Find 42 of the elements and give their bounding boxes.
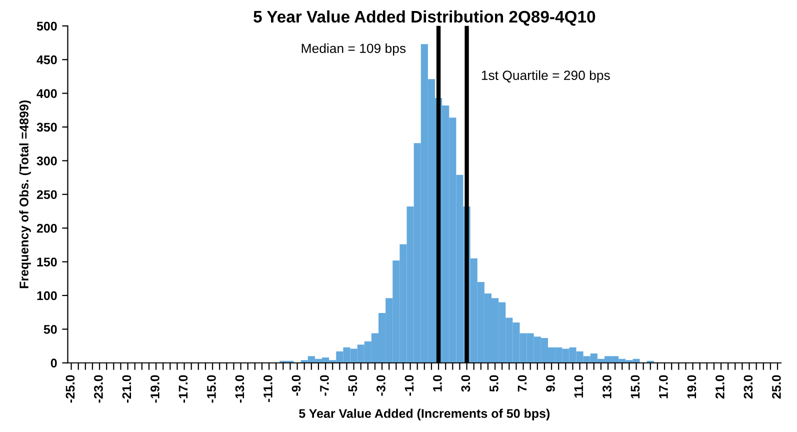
x-tick-label: 19.0	[687, 375, 696, 398]
x-tick-label: -3.0	[376, 375, 386, 396]
x-tick-label: -9.0	[292, 375, 301, 396]
annotation: 1st Quartile = 290 bps	[482, 70, 610, 83]
x-tick-label: -23.0	[94, 375, 103, 403]
x-tick-label: 7.0	[518, 375, 527, 392]
x-tick-label: -25.0	[66, 375, 75, 403]
y-tick-label: 200	[36, 224, 57, 233]
x-tick-label: 25.0	[772, 375, 781, 399]
x-tick-label: 3.0	[461, 375, 470, 392]
x-tick-label: 17.0	[659, 375, 668, 398]
x-tick-label: -17.0	[178, 375, 188, 403]
annotation: Median = 109 bps	[302, 43, 406, 56]
x-tick-label: 15.0	[630, 375, 640, 398]
x-tick-label: -19.0	[150, 375, 160, 403]
x-tick-label: 11.0	[574, 375, 584, 398]
x-tick-label: -7.0	[320, 375, 329, 396]
y-tick-label: 350	[36, 122, 57, 132]
x-tick-label: 1.0	[433, 375, 442, 392]
x-axis-title: 5 Year Value Added (Increments of 50 bps)	[299, 408, 550, 420]
y-tick-label: 400	[36, 89, 57, 98]
x-tick-label: -15.0	[207, 375, 216, 403]
y-axis-title: Frequency of Obs. (Total =4899)	[19, 100, 31, 288]
y-tick-label: 500	[36, 22, 57, 31]
y-tick-label: 100	[37, 291, 57, 300]
x-tick-label: 23.0	[744, 375, 753, 399]
y-tick-label: 250	[36, 190, 57, 200]
x-tick-label: -5.0	[348, 375, 358, 396]
y-tick-label: 50	[44, 324, 57, 334]
x-tick-label: -21.0	[122, 375, 132, 403]
x-tick-label: 13.0	[602, 375, 612, 398]
y-tick-label: 0	[50, 358, 57, 368]
y-tick-label: 300	[36, 156, 57, 166]
x-tick-label: 5.0	[490, 375, 498, 392]
x-tick-label: 9.0	[546, 375, 555, 392]
y-tick-label: 450	[36, 55, 57, 64]
y-tick-label: 150	[37, 258, 57, 266]
chart-title: 5 Year Value Added Distribution 2Q89-4Q10	[254, 10, 596, 26]
x-tick-label: -11.0	[264, 375, 272, 402]
x-tick-label: 21.0	[716, 375, 724, 399]
x-tick-label: -13.0	[235, 375, 244, 403]
x-tick-label: -1.0	[404, 375, 414, 396]
